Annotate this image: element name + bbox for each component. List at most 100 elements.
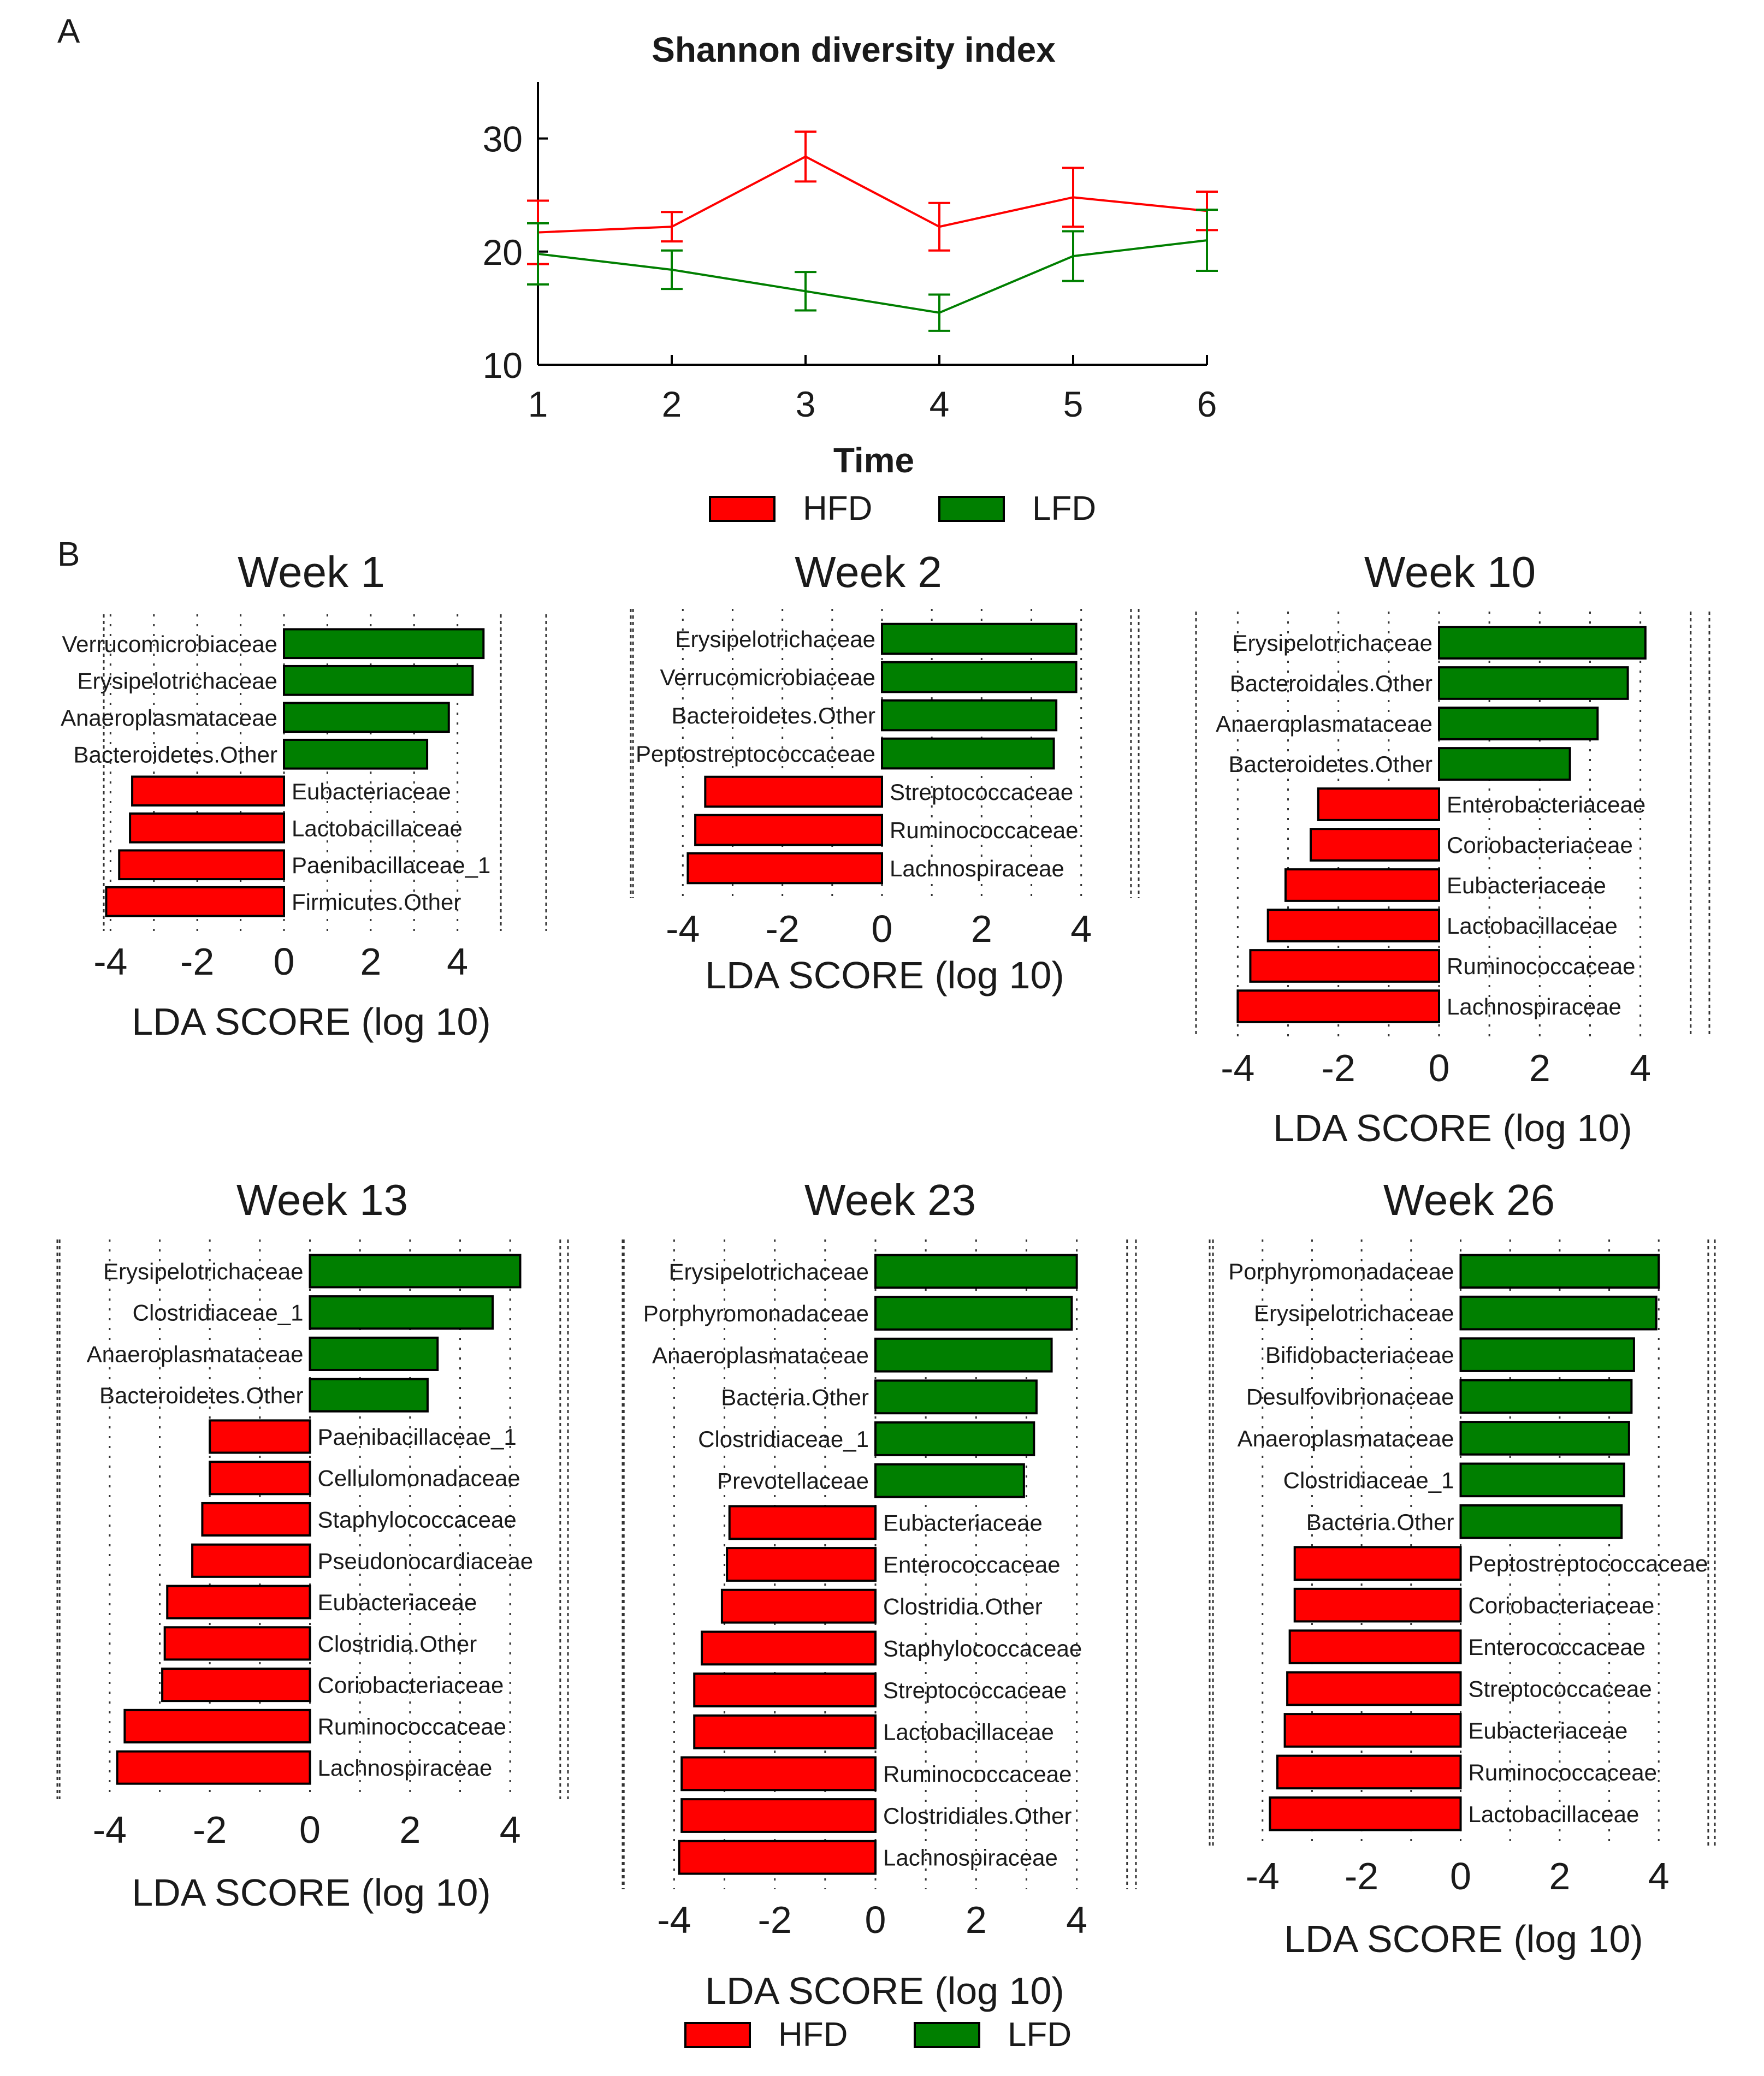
- x-tick-label: 2: [1529, 1047, 1550, 1089]
- lda-chart-week1: Week 1 Verrucomicrobiaceae Erysipelotricha…: [61, 548, 547, 1043]
- series-line: [537, 155, 1207, 234]
- taxon-label: Clostridiales.Other: [883, 1803, 1072, 1829]
- x-axis-label: LDA SCORE (log 10): [705, 954, 1064, 997]
- x-tick-label: 4: [1648, 1855, 1670, 1897]
- x-tick-label: 4: [500, 1808, 521, 1851]
- chart-title: Week 13: [236, 1176, 408, 1224]
- lda-bar: [118, 849, 285, 881]
- legend-swatch-lfd: [914, 2022, 980, 2048]
- taxon-label: Lactobacillaceae: [1447, 913, 1618, 939]
- lda-chart-week10: Week 10 Erysipelotrichaceae Bacteroidales.…: [1195, 548, 1710, 1149]
- lda-bar: [1276, 1754, 1462, 1790]
- taxon-label: Firmicutes.Other: [292, 889, 461, 915]
- taxon-label: Streptococcaceae: [1469, 1676, 1652, 1702]
- error-bar: [928, 293, 950, 332]
- taxon-label: Lachnospiraceae: [883, 1845, 1058, 1871]
- taxon-label: Clostridia.Other: [883, 1594, 1043, 1620]
- lda-bar: [881, 737, 1055, 770]
- lda-bar: [283, 665, 474, 696]
- lda-bar-charts: Week 1 Verrucomicrobiaceae Erysipelotricha…: [56, 548, 1716, 2012]
- lda-bar: [1459, 1295, 1658, 1331]
- taxon-label: Bacteria.Other: [1306, 1509, 1454, 1535]
- taxon-label: Staphylococcaceae: [318, 1507, 517, 1533]
- taxon-label: Coriobacteriaceae: [318, 1672, 504, 1698]
- lda-bar: [874, 1463, 1025, 1498]
- chart-title: Week 10: [1364, 548, 1536, 596]
- x-tick-label: 2: [966, 1899, 987, 1941]
- lda-bar: [694, 814, 884, 846]
- taxon-label: Cellulomonadaceae: [318, 1466, 520, 1491]
- x-tick-label: 2: [399, 1808, 421, 1851]
- lda-chart-week2: Week 2 Erysipelotrichaceae Verrucomicrobia…: [630, 548, 1140, 997]
- lda-bar: [166, 1585, 311, 1620]
- lda-bar: [163, 1626, 311, 1661]
- taxon-label: Lachnospiraceae: [890, 856, 1064, 881]
- x-tick-label: 0: [274, 940, 295, 983]
- taxon-label: Bacteroidetes.Other: [1228, 751, 1432, 777]
- lda-bar: [1310, 828, 1440, 862]
- error-bar: [795, 131, 816, 183]
- lda-bar: [1438, 707, 1599, 740]
- taxon-label: Anaeroplasmataceae: [61, 705, 277, 731]
- taxon-label: Staphylococcaceae: [883, 1635, 1082, 1661]
- error-bar: [661, 249, 683, 290]
- lda-bar: [283, 628, 485, 660]
- legend-swatch-lfd: [938, 496, 1005, 522]
- error-bar: [661, 211, 683, 243]
- x-tick-label: 4: [447, 940, 468, 983]
- lda-bar: [1283, 1713, 1462, 1748]
- panel-label-b: B: [57, 536, 80, 573]
- taxon-label: Coriobacteriaceae: [1469, 1593, 1655, 1618]
- lda-bar: [1236, 989, 1440, 1023]
- legend-label-hfd: HFD: [778, 2016, 848, 2054]
- lda-bar: [728, 1505, 877, 1540]
- lda-bar: [686, 852, 883, 885]
- error-bar: [1196, 209, 1218, 272]
- lda-bar: [209, 1461, 311, 1496]
- taxon-label: Erysipelotrichaceae: [668, 1259, 869, 1284]
- lda-bar: [881, 622, 1078, 655]
- lda-bar: [720, 1588, 877, 1624]
- shannon-line-chart: Shannon diversity index Time 1 2 3 4 5 6 10 20 3…: [483, 30, 1218, 480]
- x-tick-label: 0: [865, 1899, 886, 1941]
- taxon-label: Eubacteriaceae: [1469, 1718, 1628, 1743]
- taxon-label: Erysipelotrichaceae: [1232, 630, 1432, 656]
- error-bar: [1062, 230, 1084, 282]
- x-tick-label: 2: [662, 384, 682, 424]
- taxon-label: Bacteroidales.Other: [1230, 671, 1432, 696]
- taxon-label: Ruminococcaceae: [883, 1761, 1072, 1787]
- lda-bar: [1438, 747, 1571, 781]
- chart-title: Week 2: [795, 548, 942, 596]
- x-tick-label: 4: [1066, 1899, 1087, 1941]
- taxon-label: Bacteroidetes.Other: [99, 1383, 304, 1408]
- taxon-label: Porphyromonadaceae: [643, 1301, 869, 1326]
- taxon-label: Bacteroidetes.Other: [73, 742, 277, 767]
- lda-bar: [1284, 868, 1441, 902]
- lda-bar: [1286, 1671, 1462, 1706]
- lda-bar: [209, 1419, 311, 1454]
- x-tick-label: -4: [666, 907, 700, 950]
- taxon-label: Ruminococcaceae: [1447, 953, 1636, 979]
- taxon-label: Clostridiaceae_1: [133, 1300, 304, 1326]
- x-tick-label: 0: [1429, 1047, 1450, 1089]
- x-tick-label: -2: [766, 907, 800, 950]
- x-tick-label: 2: [360, 940, 381, 983]
- taxon-label: Ruminococcaceae: [318, 1713, 507, 1739]
- taxon-label: Clostridiaceae_1: [698, 1426, 869, 1452]
- lda-bar: [309, 1378, 429, 1413]
- legend-swatch-hfd: [709, 496, 776, 522]
- taxon-label: Desulfovibrionaceae: [1246, 1384, 1454, 1410]
- lda-bar: [874, 1379, 1038, 1415]
- x-tick-label: -2: [1345, 1855, 1378, 1897]
- panel-label-a: A: [57, 13, 80, 50]
- lda-bar: [1459, 1254, 1660, 1289]
- x-axis-label: LDA SCORE (log 10): [1273, 1107, 1632, 1149]
- legend-top: HFD LFD: [709, 490, 1096, 527]
- lda-bar: [678, 1840, 877, 1875]
- taxon-label: Ruminococcaceae: [1469, 1759, 1658, 1785]
- taxon-label: Bifidobacteriaceae: [1265, 1342, 1454, 1368]
- x-tick-label: 0: [872, 907, 893, 950]
- legend-swatch-hfd: [684, 2022, 751, 2048]
- taxon-label: Paenibacillaceae_1: [318, 1424, 517, 1450]
- y-tick-label: 10: [483, 345, 523, 385]
